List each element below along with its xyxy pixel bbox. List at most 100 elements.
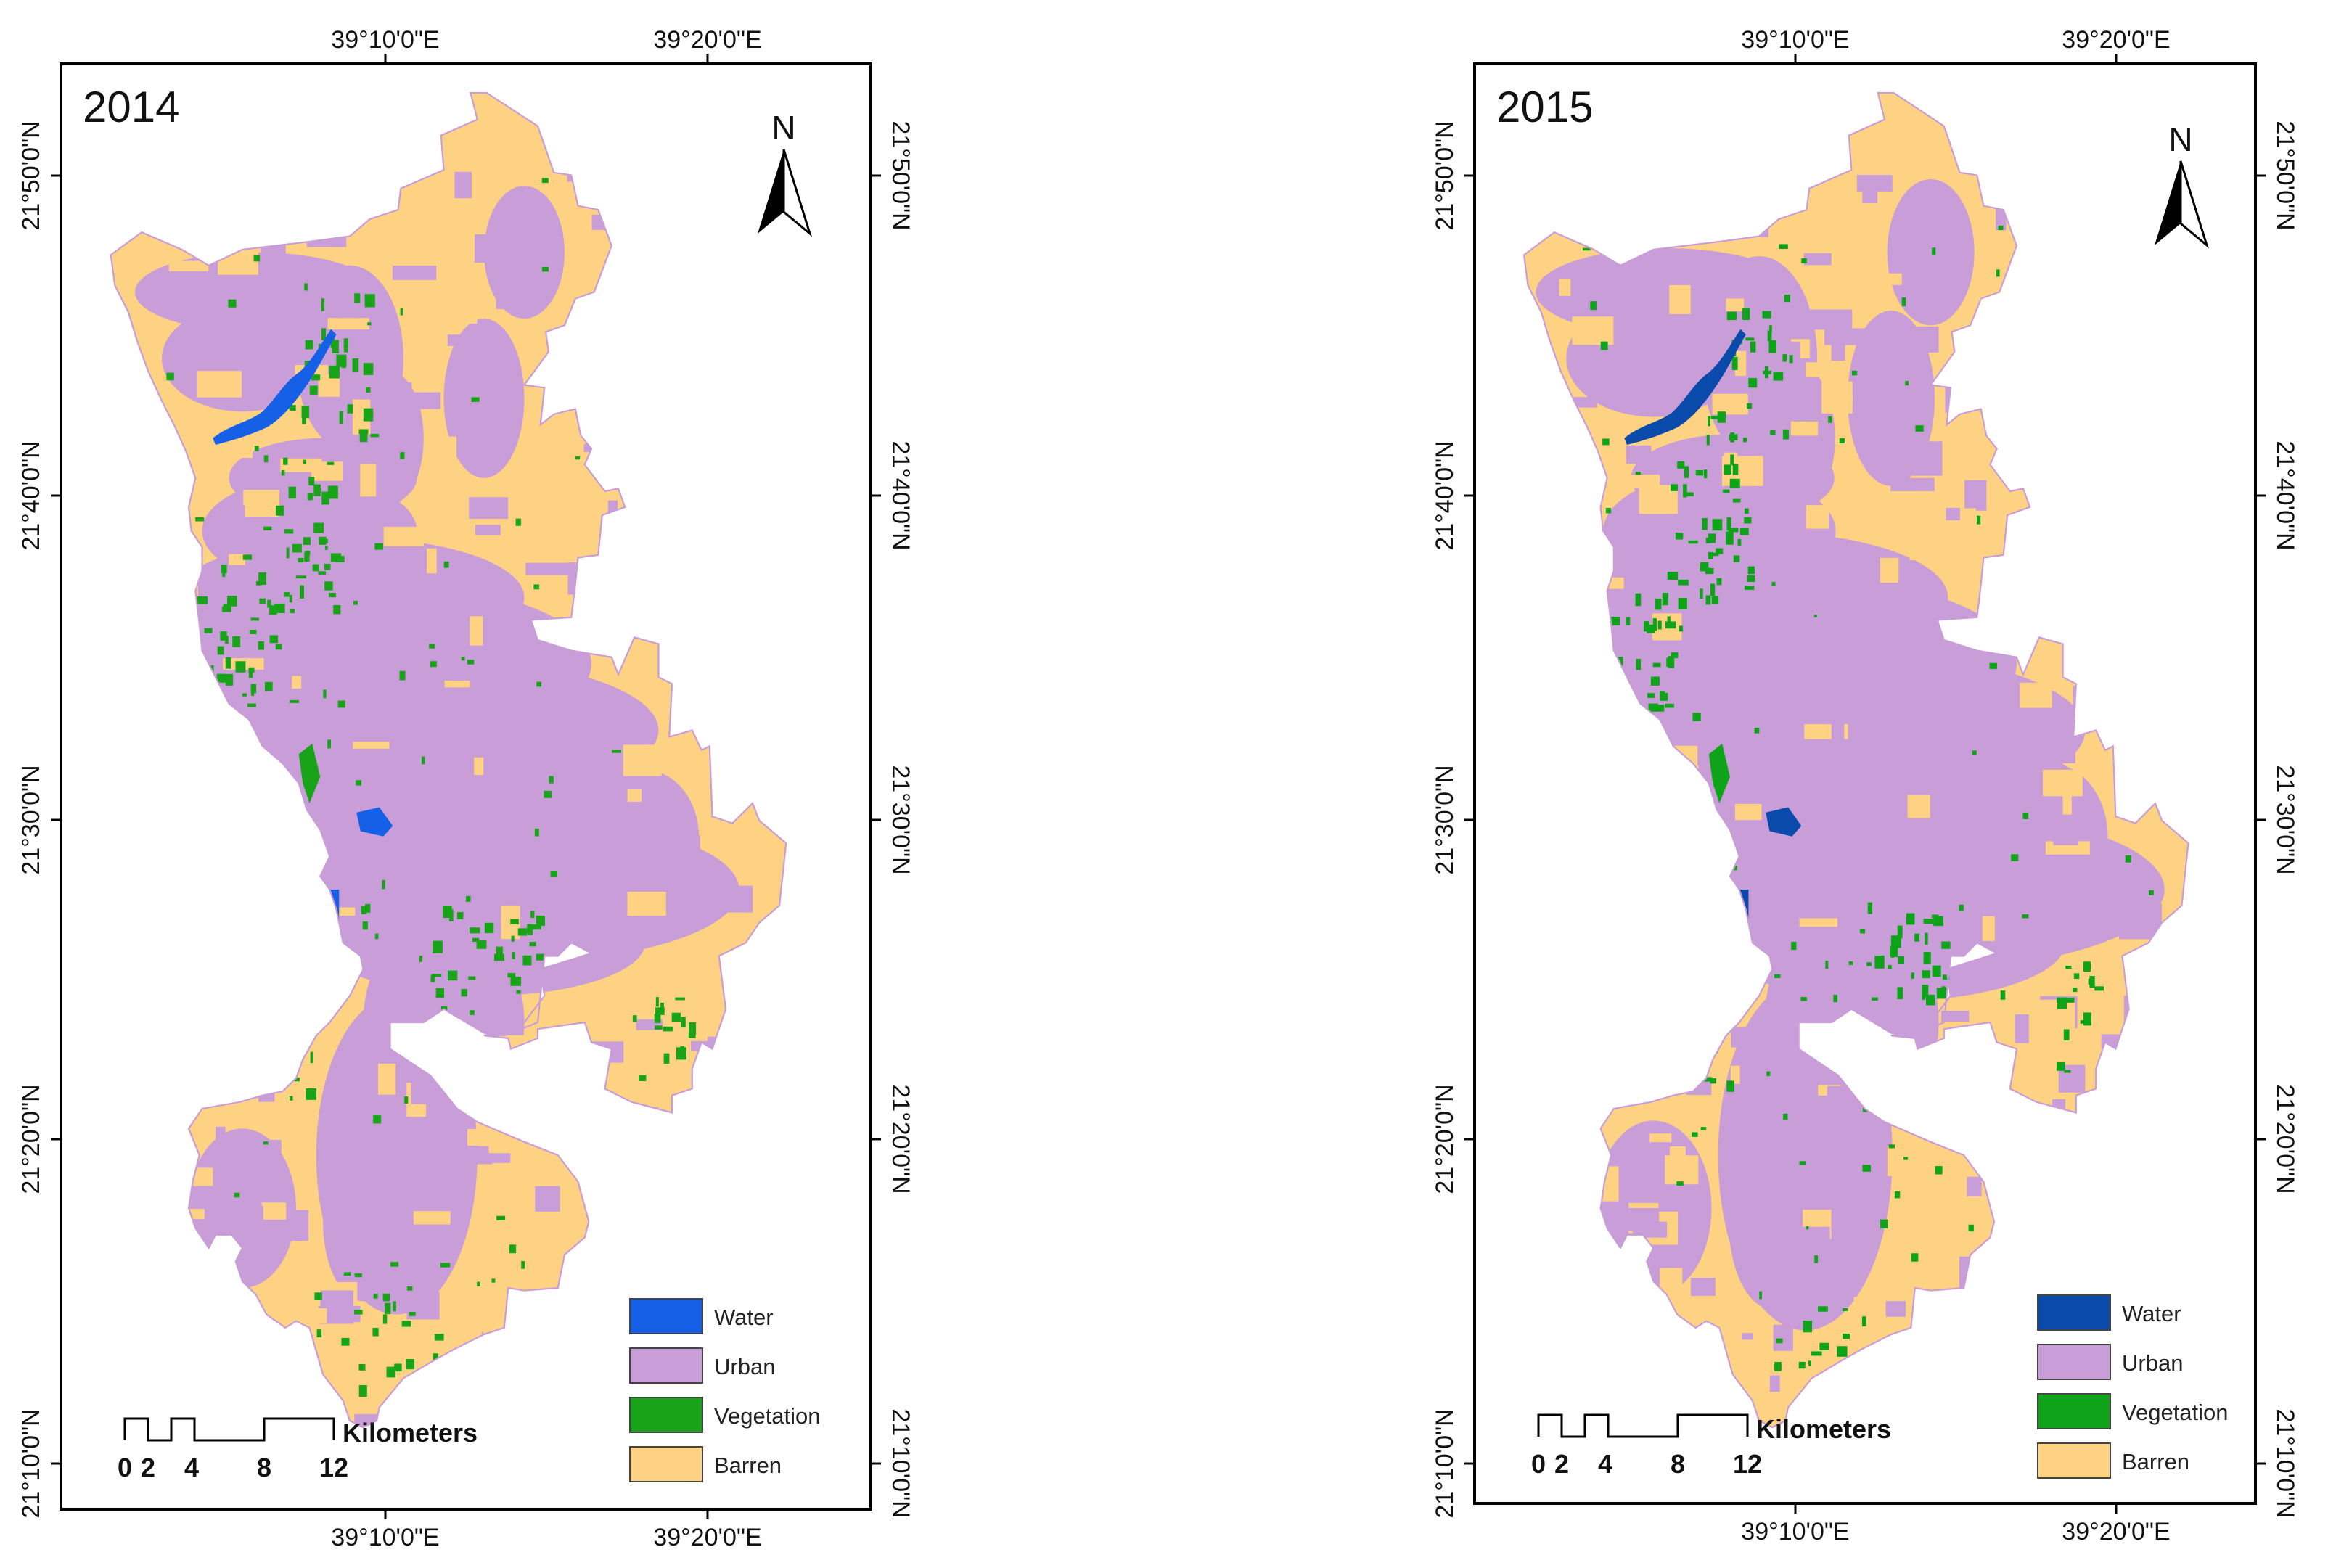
barren-patch	[319, 1305, 361, 1323]
vegetation-patch	[1897, 925, 1903, 939]
vegetation-patch	[2022, 812, 2029, 819]
vegetation-patch	[197, 596, 208, 604]
vegetation-patch	[1647, 693, 1655, 698]
vegetation-patch	[1683, 484, 1687, 498]
water-lagoon	[213, 329, 337, 445]
vegetation-patch	[1814, 1255, 1818, 1263]
latitude-label-right: 21°50'0"N	[887, 120, 914, 230]
vegetation-patch	[1894, 1191, 1901, 1199]
vegetation-patch	[385, 1302, 391, 1315]
vegetation-patch	[1911, 1253, 1919, 1262]
vegetation-patch	[341, 1337, 350, 1346]
vegetation-patch	[309, 385, 318, 395]
vegetation-patch	[1867, 902, 1873, 914]
urban-area	[484, 186, 565, 319]
urban-patch	[2053, 816, 2078, 845]
vegetation-patch	[298, 557, 304, 563]
barren-patch	[239, 324, 268, 351]
vegetation-patch	[386, 1366, 395, 1378]
vegetation-patch	[313, 484, 321, 496]
urban-patch	[397, 787, 440, 795]
vegetation-patch	[1911, 972, 1914, 979]
legend-swatch-barren	[2037, 1442, 2111, 1479]
vegetation-patch	[1726, 1080, 1734, 1092]
vegetation-patch	[1711, 596, 1719, 604]
vegetation-patch	[654, 1014, 661, 1023]
urban-patch	[1971, 845, 2001, 878]
vegetation-patch	[2094, 986, 2104, 991]
vegetation-patch	[305, 550, 311, 556]
barren-patch	[282, 1210, 309, 1241]
vegetation-patch	[1923, 919, 1935, 924]
scale-tick-label: 8	[1671, 1449, 1685, 1479]
barren-patch	[1967, 1176, 1982, 1197]
vegetation-patch	[1989, 662, 1997, 670]
vegetation-patch	[316, 1329, 322, 1338]
vegetation-patch	[681, 1017, 686, 1028]
urban-area	[1568, 263, 1686, 308]
barren-patch	[246, 1205, 263, 1237]
vegetation-patch	[2057, 997, 2067, 1003]
vegetation-patch	[1695, 469, 1704, 476]
vegetation-patch	[1710, 552, 1719, 557]
vegetation-patch	[1774, 974, 1781, 979]
urban-patch	[1893, 708, 1906, 720]
vegetation-patch	[1710, 583, 1716, 596]
vegetation-patch	[404, 1096, 409, 1104]
urban-patch	[1800, 657, 1829, 686]
vegetation-patch	[390, 1262, 399, 1267]
vegetation-patch	[655, 997, 659, 1007]
vegetation-patch	[247, 703, 256, 707]
vegetation-patch	[1866, 962, 1872, 966]
vegetation-patch	[343, 1272, 351, 1276]
vegetation-patch	[1798, 1361, 1806, 1369]
vegetation-patch	[472, 937, 480, 943]
vegetation-patch	[307, 493, 313, 501]
scale-tick-label: 8	[257, 1453, 271, 1482]
vegetation-patch	[1726, 531, 1734, 545]
barren-patch	[406, 1325, 430, 1356]
vegetation-patch	[361, 906, 366, 914]
vegetation-patch	[321, 298, 325, 311]
barren-patch	[1644, 506, 1671, 514]
legend-swatch-water	[2037, 1294, 2111, 1331]
vegetation-patch	[312, 564, 319, 572]
urban-patch	[1812, 970, 1856, 988]
urban-patch	[385, 848, 429, 880]
barren-patch	[474, 234, 514, 263]
vegetation-patch	[1747, 566, 1755, 575]
vegetation-patch	[1724, 464, 1731, 475]
vegetation-patch	[468, 976, 476, 980]
vegetation-patch	[528, 924, 533, 935]
barren-patch	[1775, 341, 1800, 362]
vegetation-patch	[1767, 330, 1772, 342]
vegetation-patch	[1898, 956, 1905, 964]
urban-patch	[1982, 916, 1995, 941]
vegetation-patch	[2065, 966, 2072, 969]
vegetation-patch	[471, 397, 480, 402]
urban-patch	[426, 548, 437, 574]
vegetation-patch	[1766, 1071, 1771, 1077]
vegetation-patch	[1660, 692, 1668, 701]
barren-patch	[1731, 1027, 1766, 1048]
vegetation-patch	[1784, 295, 1790, 303]
vegetation-patch	[216, 673, 226, 683]
urban-patch	[1880, 557, 1899, 583]
longitude-label-top: 39°10'0"E	[331, 26, 439, 54]
legend-swatch-vegetation	[2037, 1393, 2111, 1429]
vegetation-patch	[324, 563, 331, 570]
vegetation-patch	[515, 518, 521, 526]
vegetation-patch	[530, 911, 535, 919]
barren-patch	[435, 221, 472, 250]
vegetation-patch	[1583, 247, 1591, 251]
urban-patch	[470, 616, 483, 646]
vegetation-patch	[430, 661, 437, 668]
vegetation-patch	[217, 646, 224, 655]
urban-patch	[1731, 746, 1750, 761]
vegetation-patch	[339, 411, 343, 424]
barren-patch	[462, 288, 478, 324]
barren-patch	[454, 171, 472, 199]
vegetation-patch	[1739, 528, 1749, 535]
map-year-label: 2015	[1496, 83, 1593, 131]
vegetation-patch	[544, 790, 552, 798]
